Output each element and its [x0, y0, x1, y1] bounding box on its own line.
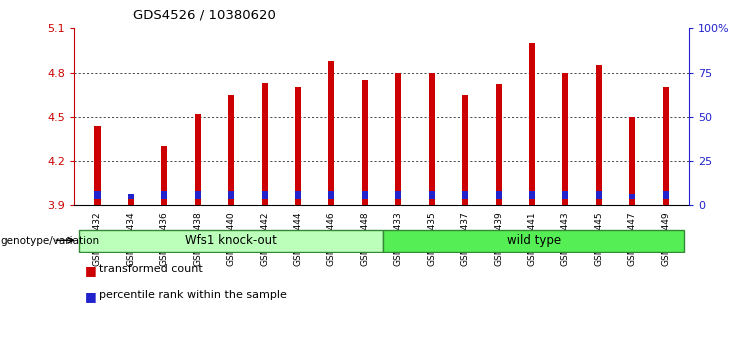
Bar: [395, 73, 402, 205]
Text: transformed count: transformed count: [99, 264, 202, 274]
Bar: [228, 190, 234, 199]
Bar: [262, 83, 268, 205]
Bar: [95, 190, 101, 199]
Bar: [328, 61, 334, 205]
Bar: [462, 190, 468, 199]
Bar: [195, 190, 201, 199]
Bar: [295, 87, 301, 205]
Text: GDS4526 / 10380620: GDS4526 / 10380620: [133, 9, 276, 22]
Bar: [429, 190, 435, 199]
Bar: [429, 73, 435, 205]
Text: wild type: wild type: [507, 234, 561, 247]
Bar: [562, 73, 568, 205]
Bar: [128, 196, 134, 205]
Bar: [662, 87, 668, 205]
Bar: [629, 117, 635, 205]
Bar: [562, 190, 568, 199]
Text: percentile rank within the sample: percentile rank within the sample: [99, 290, 287, 300]
Bar: [496, 190, 502, 199]
Bar: [295, 190, 301, 199]
Bar: [162, 190, 167, 199]
Text: Wfs1 knock-out: Wfs1 knock-out: [185, 234, 277, 247]
Bar: [228, 95, 234, 205]
Bar: [95, 126, 101, 205]
Bar: [462, 95, 468, 205]
Text: genotype/variation: genotype/variation: [1, 236, 100, 246]
Bar: [362, 80, 368, 205]
Bar: [529, 43, 535, 205]
Bar: [662, 190, 668, 199]
Bar: [529, 190, 535, 199]
Bar: [362, 190, 368, 199]
Bar: [162, 146, 167, 205]
Bar: [195, 114, 201, 205]
Bar: [596, 190, 602, 199]
Bar: [629, 194, 635, 199]
Bar: [496, 84, 502, 205]
Bar: [596, 65, 602, 205]
Text: ■: ■: [85, 290, 97, 303]
Bar: [262, 190, 268, 199]
FancyBboxPatch shape: [383, 230, 684, 252]
Text: ■: ■: [85, 264, 97, 277]
FancyBboxPatch shape: [79, 230, 383, 252]
Bar: [328, 190, 334, 199]
Bar: [395, 190, 402, 199]
Bar: [128, 194, 134, 199]
